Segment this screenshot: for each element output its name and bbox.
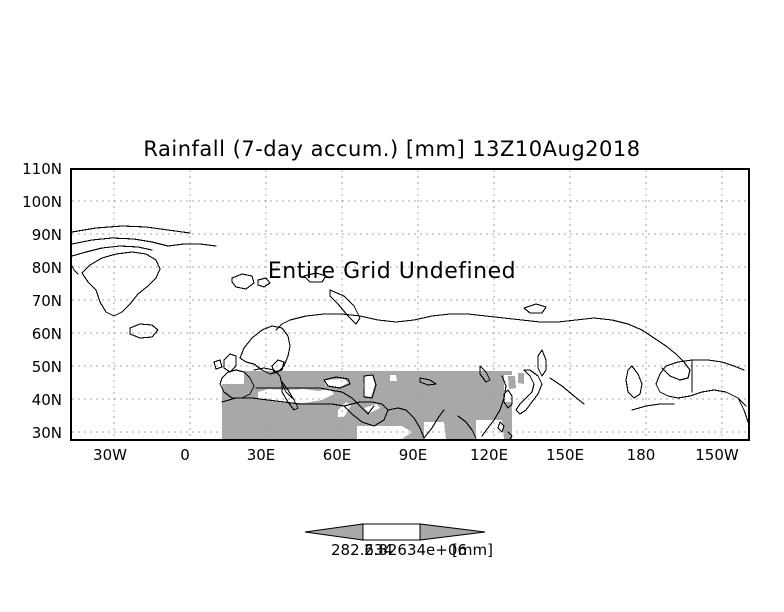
x-tick-label: 150W — [695, 446, 739, 464]
y-tick-label: 110N — [22, 160, 62, 178]
colorbar[interactable] — [295, 516, 495, 548]
colorbar-high-arrow — [419, 523, 486, 541]
x-tick-label: 150E — [545, 446, 585, 464]
y-tick-label: 50N — [31, 358, 62, 376]
x-tick-label: 180 — [626, 446, 656, 464]
y-tick-label: 80N — [31, 259, 62, 277]
colorbar-mid-box — [362, 523, 421, 541]
map-graphic — [72, 170, 748, 439]
y-tick-label: 100N — [22, 193, 62, 211]
colorbar-units-label: [mm] — [452, 541, 493, 559]
y-tick-label: 40N — [31, 391, 62, 409]
y-axis-labels: 110N 100N 90N 80N 70N 60N 50N 40N 30N — [0, 160, 62, 442]
x-tick-label: 0 — [180, 446, 190, 464]
page-title: Rainfall (7-day accum.) [mm] 13Z10Aug201… — [143, 137, 641, 161]
x-tick-label: 30E — [246, 446, 276, 464]
grid-lines — [72, 170, 748, 439]
x-tick-label: 120E — [469, 446, 509, 464]
colorbar-low-arrow — [304, 523, 364, 541]
x-tick-label: 60E — [322, 446, 352, 464]
y-tick-label: 90N — [31, 226, 62, 244]
coastlines — [72, 225, 748, 439]
colorbar-labels: 282.634 2.82634e+06 [mm] — [0, 541, 784, 561]
x-axis-labels: 30W 0 30E 60E 90E 120E 150E 180 150W — [0, 446, 784, 468]
colorbar-high-label: 2.82634e+06 — [364, 541, 467, 559]
east-asia-shading — [508, 373, 524, 389]
x-tick-label: 30W — [93, 446, 127, 464]
map-plot-area[interactable] — [70, 168, 750, 441]
y-tick-label: 60N — [31, 325, 62, 343]
y-tick-label: 70N — [31, 292, 62, 310]
x-tick-label: 90E — [398, 446, 428, 464]
y-tick-label: 30N — [31, 424, 62, 442]
colorbar-graphic — [304, 523, 486, 541]
colorbar-low-label: 282.634 — [331, 541, 394, 559]
